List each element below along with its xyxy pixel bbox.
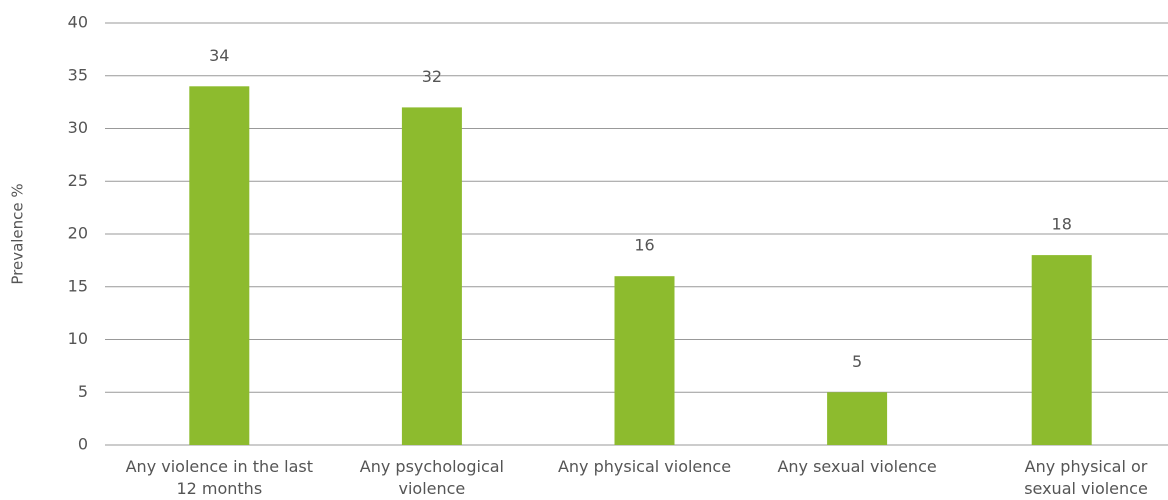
y-tick-label: 0 bbox=[78, 435, 88, 454]
value-label: 34 bbox=[209, 46, 229, 65]
y-tick-label: 5 bbox=[78, 382, 88, 401]
x-tick-label: Any physical or sexual violence bbox=[1024, 457, 1148, 498]
bar bbox=[614, 276, 675, 445]
value-label: 5 bbox=[852, 352, 862, 371]
y-tick-label: 30 bbox=[68, 118, 88, 137]
bar bbox=[827, 392, 888, 445]
value-label: 32 bbox=[422, 67, 442, 86]
bar bbox=[401, 107, 462, 446]
y-tick-label: 35 bbox=[68, 65, 88, 84]
y-tick-label: 10 bbox=[68, 329, 88, 348]
x-tick-label: Any physical violence bbox=[557, 457, 732, 476]
value-label: 18 bbox=[1052, 215, 1072, 234]
bar bbox=[1031, 255, 1092, 445]
bar bbox=[189, 86, 250, 446]
value-label: 16 bbox=[634, 236, 654, 255]
y-axis-label: Prevalence % bbox=[9, 183, 27, 284]
x-tick-label: Any sexual violence bbox=[777, 457, 937, 476]
x-tick-label: Any violence in the last 12 months bbox=[125, 457, 313, 498]
y-tick-label: 20 bbox=[68, 224, 88, 243]
y-tick-label: 25 bbox=[68, 171, 88, 190]
y-tick-label: 40 bbox=[68, 13, 88, 32]
x-tick-label: Any psychological violence bbox=[359, 457, 504, 498]
y-tick-label: 15 bbox=[68, 276, 88, 295]
